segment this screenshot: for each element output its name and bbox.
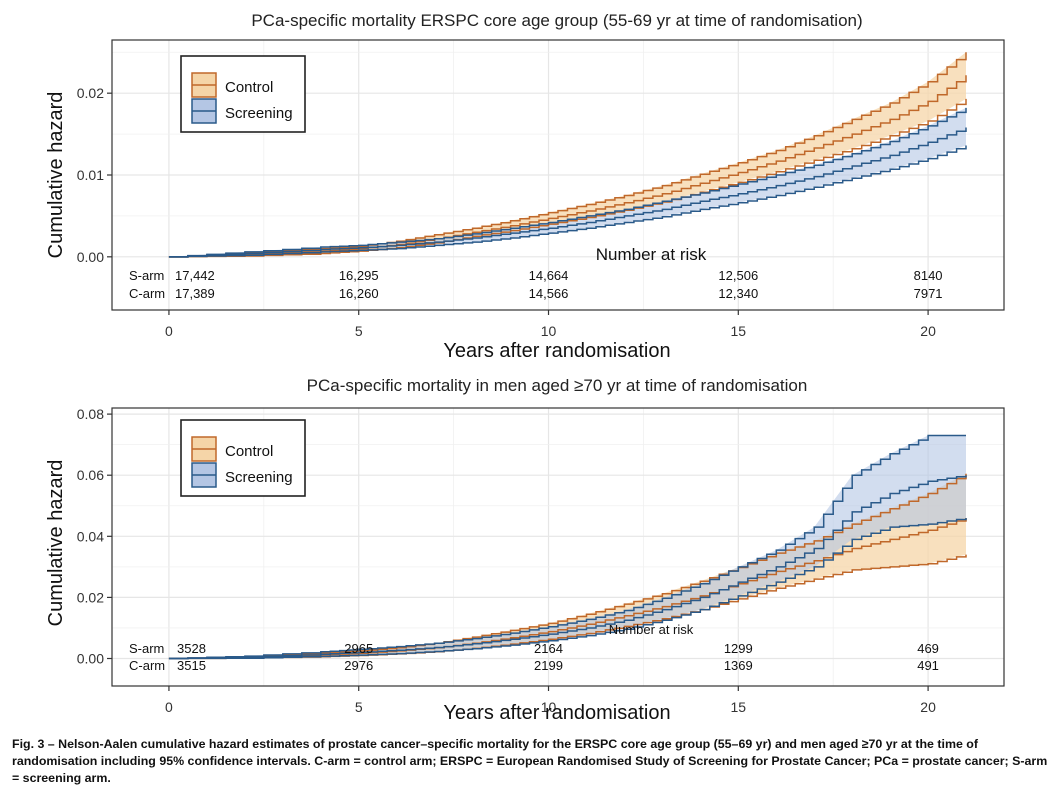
panel-top-lines: [168, 52, 967, 258]
panel-bottom-frame: [111, 407, 1005, 687]
panel-bottom-risk-label-c: C-arm: [129, 658, 165, 673]
panel-top-yticks: 0.00 0.01 0.02: [77, 85, 112, 265]
screening-lower-line: [168, 145, 967, 258]
x-tick-label: 10: [541, 323, 557, 339]
y-tick-label: 0.00: [77, 249, 104, 265]
screening-estimate-line: [168, 127, 967, 258]
risk-table-value: 12,506: [718, 268, 758, 283]
screening-estimate-line: [168, 475, 967, 660]
risk-table-value: 1369: [724, 658, 753, 673]
figure: PCa-specific mortality ERSPC core age gr…: [45, 11, 1005, 724]
x-tick-label: 15: [731, 699, 747, 715]
panel-bottom-xlabel: Years after randomisation: [443, 702, 670, 724]
panel-bottom-ylabel: Cumulative hazard: [45, 460, 67, 627]
panel-top: PCa-specific mortality ERSPC core age gr…: [45, 11, 1005, 362]
figure-caption-text: Fig. 3 – Nelson-Aalen cumulative hazard …: [12, 737, 1048, 785]
y-tick-label: 0.02: [77, 85, 104, 101]
risk-table-value: 3515: [177, 658, 206, 673]
x-tick-label: 0: [165, 699, 173, 715]
risk-table-value: 1299: [724, 641, 753, 656]
panel-bottom-legend-control-label: Control: [225, 443, 273, 460]
panel-top-risk-title: Number at risk: [596, 245, 707, 264]
panel-bottom: PCa-specific mortality in men aged ≥70 y…: [45, 376, 1005, 724]
panel-top-xlabel: Years after randomisation: [443, 340, 670, 362]
panel-top-risk-label-s: S-arm: [129, 268, 164, 283]
risk-table-value: 7971: [914, 286, 943, 301]
risk-table-value: 14,566: [529, 286, 569, 301]
screening-lower-line: [168, 518, 967, 660]
risk-table-value: 16,260: [339, 286, 379, 301]
risk-table-value: 3528: [177, 641, 206, 656]
panel-bottom-yticks: 0.00 0.02 0.04 0.06 0.08: [77, 406, 112, 667]
x-tick-label: 5: [355, 323, 363, 339]
y-tick-label: 0.00: [77, 651, 104, 667]
y-tick-label: 0.01: [77, 167, 104, 183]
panel-bottom-risk-values: 3528 2965 2164 1299 469 3515 2976 2199 1369 491: [177, 641, 939, 673]
y-tick-label: 0.06: [77, 467, 104, 483]
risk-table-value: 2199: [534, 658, 563, 673]
x-tick-label: 20: [920, 323, 936, 339]
risk-table-value: 2965: [344, 641, 373, 656]
screening-upper-line: [168, 434, 966, 660]
panel-bottom-xticks: 0 5 10 15 20: [165, 686, 936, 715]
y-tick-label: 0.02: [77, 589, 104, 605]
y-tick-label: 0.04: [77, 528, 104, 544]
risk-table-value: 2976: [344, 658, 373, 673]
panel-top-ylabel: Cumulative hazard: [45, 92, 67, 259]
panel-bottom-legend-screening-label: Screening: [225, 469, 293, 486]
risk-table-value: 14,664: [529, 268, 569, 283]
panel-bottom-legend: Control Screening: [180, 419, 306, 497]
panel-bottom-title: PCa-specific mortality in men aged ≥70 y…: [307, 376, 808, 395]
panel-top-title: PCa-specific mortality ERSPC core age gr…: [251, 11, 862, 30]
panel-top-legend-control-label: Control: [225, 79, 273, 96]
risk-table-value: 2164: [534, 641, 563, 656]
risk-table-value: 12,340: [718, 286, 758, 301]
panel-bottom-lines: [168, 434, 967, 660]
x-tick-label: 5: [355, 699, 363, 715]
figure-caption: Fig. 3 – Nelson-Aalen cumulative hazard …: [12, 736, 1052, 787]
panel-top-risk-values: 17,442 16,295 14,664 12,506 8140 17,389 16,260…: [175, 268, 943, 301]
screening-upper-line: [168, 107, 967, 258]
risk-table-value: 17,389: [175, 286, 215, 301]
y-tick-label: 0.08: [77, 406, 104, 422]
risk-table-value: 17,442: [175, 268, 215, 283]
risk-table-value: 16,295: [339, 268, 379, 283]
x-tick-label: 10: [541, 699, 557, 715]
control-upper-line: [168, 473, 967, 660]
x-tick-label: 0: [165, 323, 173, 339]
panel-top-risk-label-c: C-arm: [129, 286, 165, 301]
x-tick-label: 20: [920, 699, 936, 715]
panel-top-xticks: 0 5 10 15 20: [165, 310, 936, 339]
risk-table-value: 469: [917, 641, 939, 656]
risk-table-value: 8140: [914, 268, 943, 283]
panel-top-legend-screening-label: Screening: [225, 105, 293, 122]
panel-top-legend: Control Screening: [180, 55, 306, 133]
panel-bottom-risk-label-s: S-arm: [129, 641, 164, 656]
risk-table-value: 491: [917, 658, 939, 673]
screening-ci-band: [168, 435, 966, 659]
x-tick-label: 15: [731, 323, 747, 339]
panel-bottom-risk-title: Number at risk: [609, 622, 694, 637]
